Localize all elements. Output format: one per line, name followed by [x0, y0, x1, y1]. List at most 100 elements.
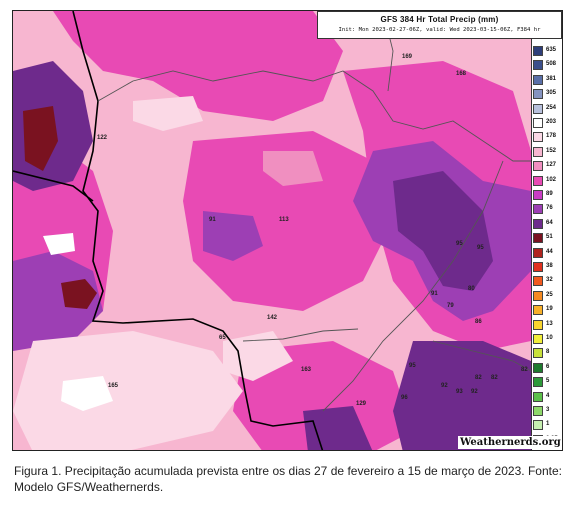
field-magenta-north: [53, 11, 343, 121]
legend-value: 152: [546, 147, 557, 154]
legend-row: 76: [532, 203, 562, 216]
legend-value: 3: [546, 407, 550, 413]
watermark: Weathernerds.org: [458, 436, 562, 449]
precipitation-field: [13, 11, 562, 450]
legend-value: 10: [546, 335, 553, 341]
legend-value: 5: [546, 378, 550, 385]
legend-row: 38: [532, 261, 562, 274]
field-white-west: [43, 233, 75, 255]
legend-value: 89: [546, 191, 553, 197]
point-label: 80: [468, 286, 475, 292]
legend-value: 76: [546, 205, 553, 212]
legend-value: 102: [546, 176, 557, 183]
legend-value: 64: [546, 219, 553, 226]
legend-value: 635: [546, 47, 557, 53]
point-label: 86: [475, 319, 482, 325]
field-purple-east-core: [393, 171, 493, 291]
legend-row: 635: [532, 45, 562, 58]
legend-swatch: [533, 103, 543, 114]
legend-swatch: [533, 319, 543, 330]
field-white-southwest: [61, 376, 113, 411]
point-label: 163: [301, 367, 312, 373]
point-label: 91: [209, 217, 216, 223]
legend-swatch: [533, 276, 543, 287]
field-light-north: [133, 96, 203, 131]
legend-row: 203: [532, 117, 562, 130]
legend-swatch: [533, 233, 543, 244]
legend-value: 13: [546, 320, 553, 327]
legend-row: 254: [532, 103, 562, 116]
legend-row: 64: [532, 218, 562, 231]
field-darkred-northwest: [23, 106, 58, 171]
legend-swatch: [533, 406, 543, 416]
point-label: 65: [219, 335, 226, 341]
point-label: 82: [475, 375, 482, 381]
legend-swatch: [533, 146, 543, 157]
state-line-southeast: [432, 340, 532, 372]
legend-row: 19: [532, 304, 562, 317]
legend-swatch: [533, 247, 543, 258]
legend-value: 178: [546, 133, 557, 140]
legend-row: 152: [532, 146, 562, 159]
legend-swatch: [533, 262, 543, 272]
precip-legend: 635 508 381 305 254 203 178 152 127 102 89 76 64 51 44…: [531, 39, 562, 450]
legend-value: 127: [546, 162, 557, 169]
legend-swatch: [533, 420, 543, 431]
legend-value: 51: [546, 234, 553, 241]
field-purple-west: [13, 251, 103, 351]
legend-swatch: [533, 161, 543, 172]
legend-row: 6: [532, 362, 562, 375]
legend-row: 13: [532, 319, 562, 332]
legend-value: 254: [546, 104, 557, 111]
figure-caption: Figura 1. Precipitação acumulada previst…: [14, 464, 562, 494]
legend-row: 3: [532, 405, 562, 418]
legend-swatch: [533, 190, 543, 200]
point-label: 91: [431, 291, 438, 297]
legend-row: 508: [532, 59, 562, 72]
field-purple-center: [203, 211, 263, 261]
legend-row: 381: [532, 74, 562, 87]
field-purple-south: [303, 406, 373, 450]
point-label: 113: [279, 217, 289, 223]
point-label: 122: [97, 135, 108, 141]
state-line-east: [322, 160, 504, 412]
point-label: 165: [108, 383, 119, 389]
legend-value: 25: [546, 291, 553, 298]
state-line-north: [97, 70, 531, 162]
point-label: 168: [456, 71, 467, 77]
legend-swatch: [533, 290, 543, 301]
legend-value: 203: [546, 119, 557, 125]
legend-swatch: [533, 334, 543, 344]
map-title: GFS 384 Hr Total Precip (mm): [380, 15, 499, 24]
state-line-south: [242, 328, 359, 342]
legend-value: 6: [546, 363, 550, 370]
map-title-box: GFS 384 Hr Total Precip (mm) Init: Mon 2…: [317, 11, 562, 39]
legend-swatch: [533, 377, 543, 388]
precipitation-map: GFS 384 Hr Total Precip (mm) Init: Mon 2…: [12, 10, 563, 451]
legend-row: 178: [532, 131, 562, 144]
legend-swatch: [533, 132, 543, 143]
point-label: 93: [456, 389, 463, 395]
legend-value: 32: [546, 277, 553, 284]
legend-value: 508: [546, 61, 557, 68]
point-label: 92: [441, 383, 448, 389]
legend-swatch: [533, 46, 543, 56]
point-label: 95: [456, 241, 463, 247]
point-label: 129: [356, 401, 367, 407]
legend-value: 38: [546, 263, 553, 269]
legend-swatch: [533, 118, 543, 128]
point-label: 95: [409, 363, 416, 369]
legend-row: 44: [532, 247, 562, 260]
field-light-southwest: [13, 331, 243, 450]
legend-swatch: [533, 89, 543, 100]
point-label: 142: [267, 315, 278, 321]
legend-swatch: [533, 74, 543, 85]
point-label: 95: [477, 245, 484, 251]
legend-row: 25: [532, 290, 562, 303]
legend-swatch: [533, 60, 543, 71]
legend-row: 305: [532, 88, 562, 101]
legend-value: 1: [546, 421, 550, 428]
point-label: 169: [402, 54, 413, 60]
legend-swatch: [533, 218, 543, 229]
field-light-center: [263, 151, 323, 186]
